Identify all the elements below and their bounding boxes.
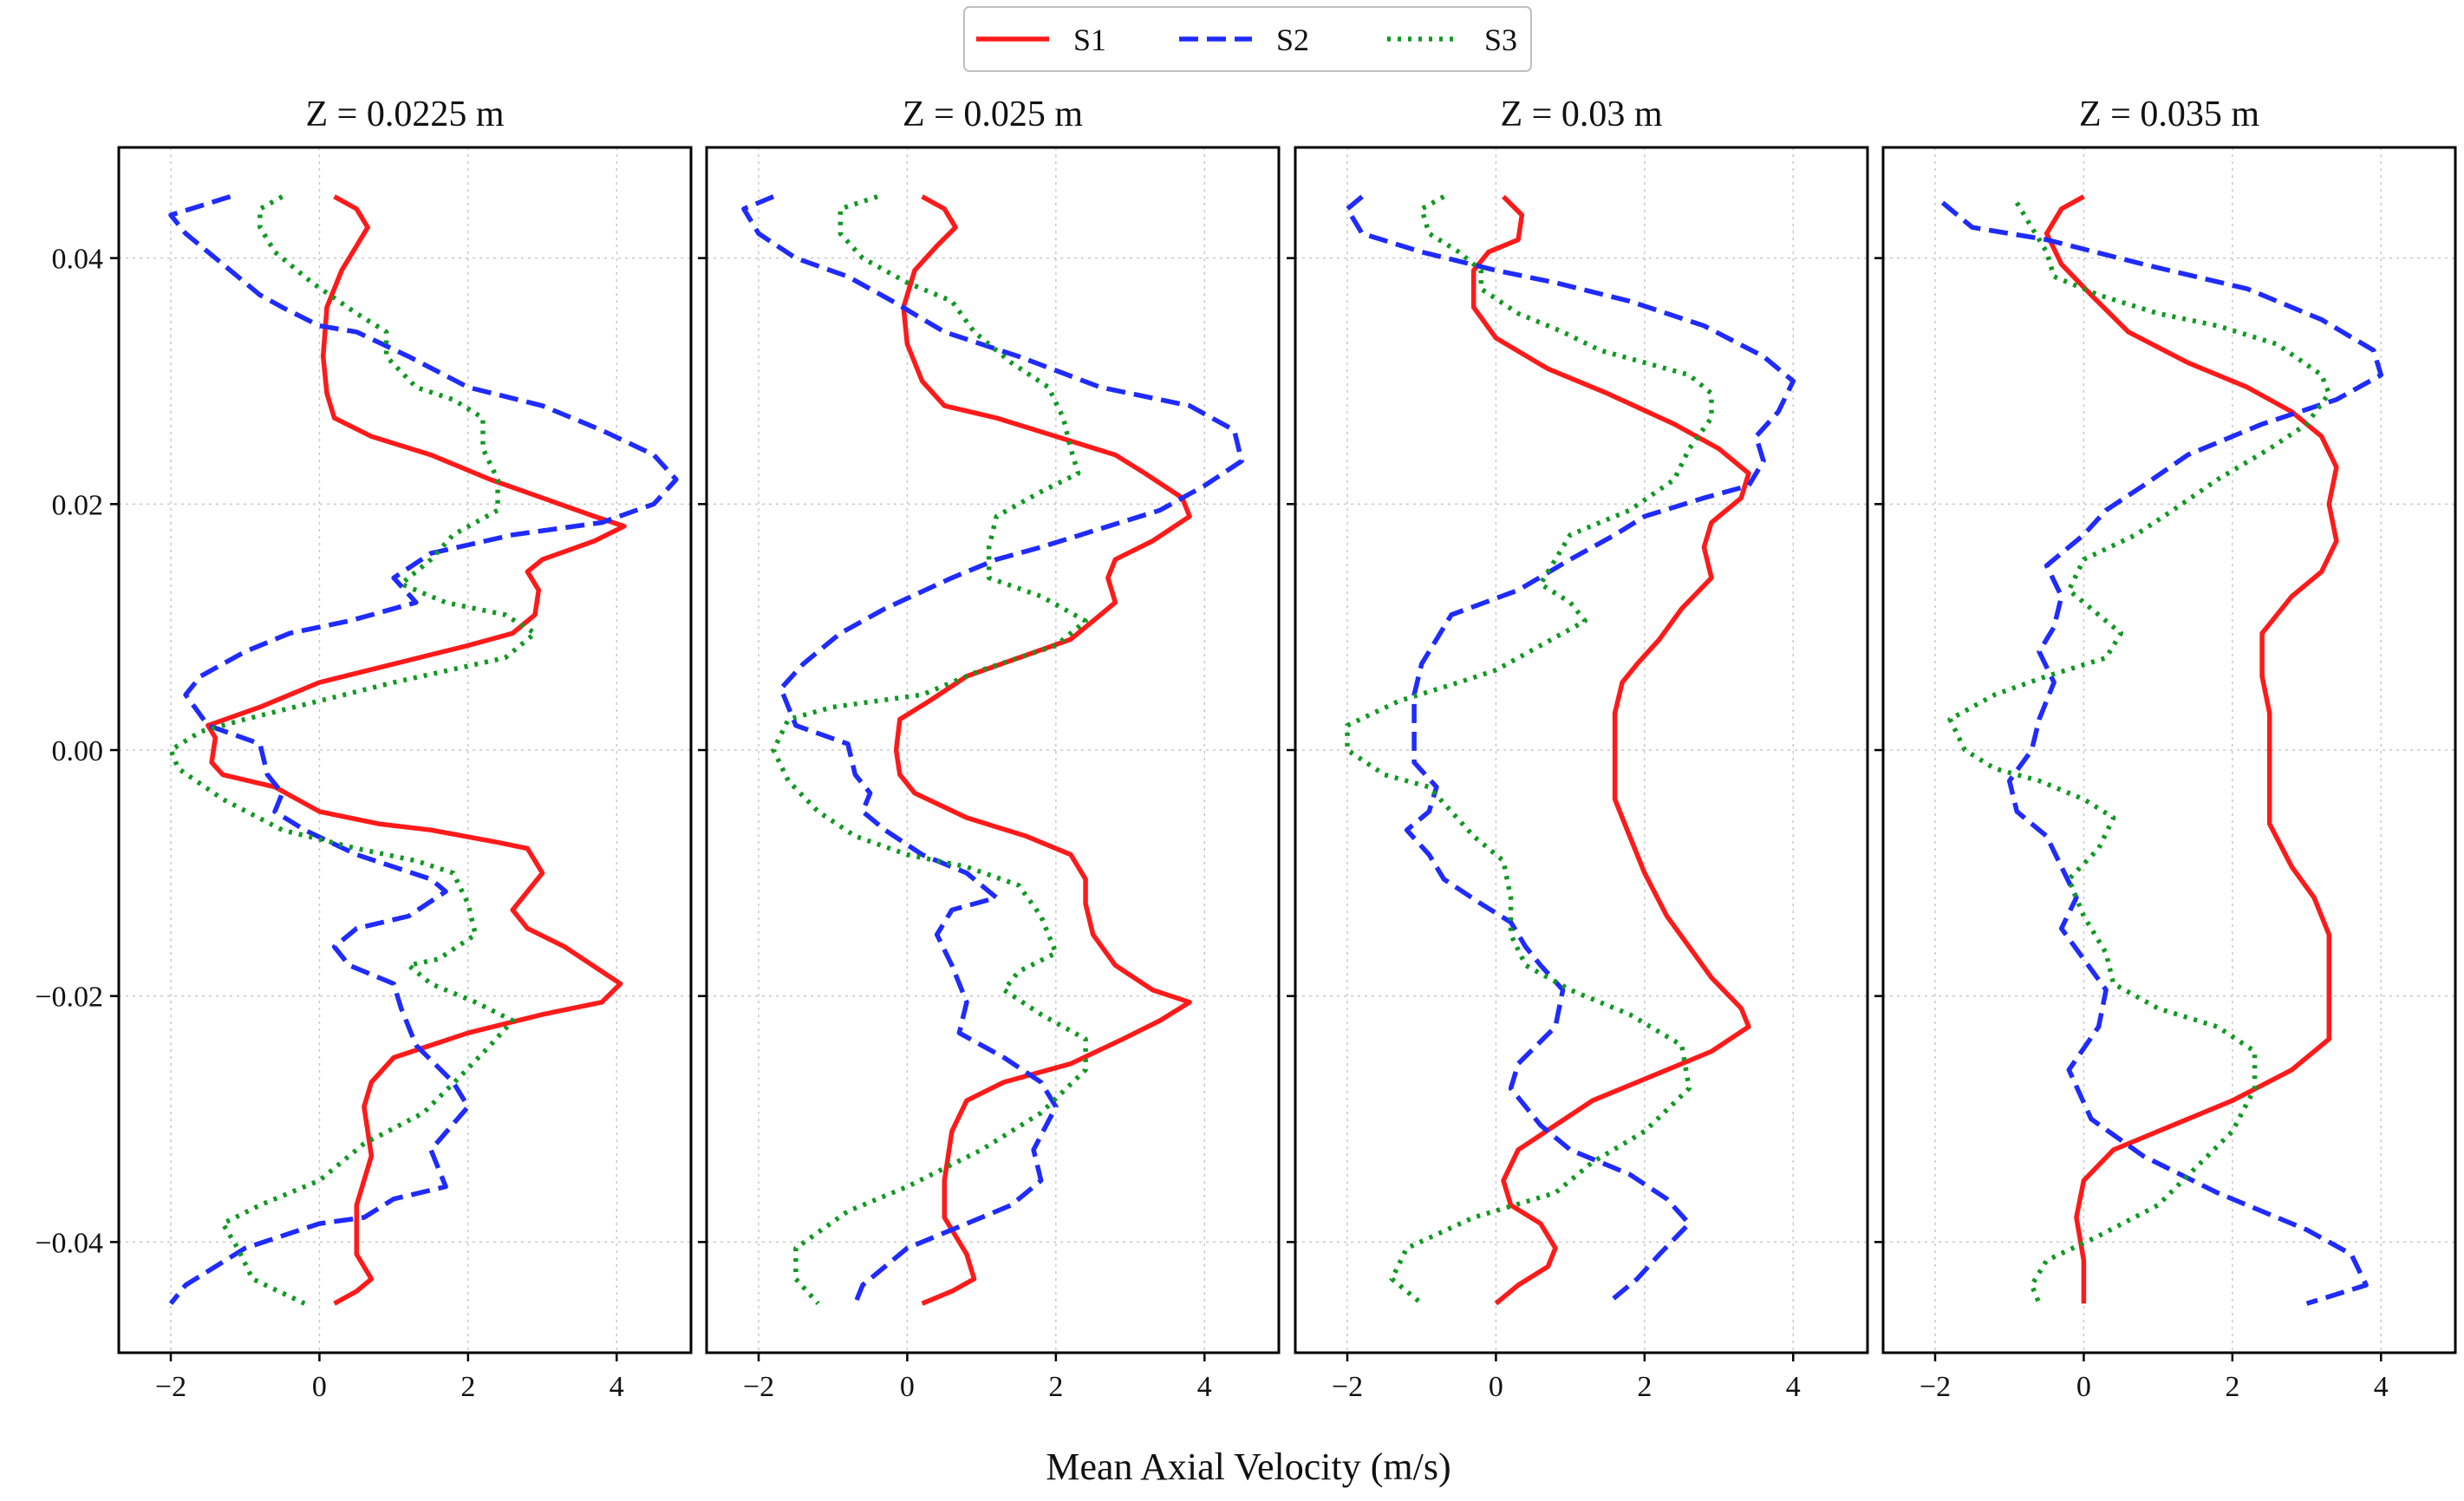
series-s1-line <box>893 194 1192 1306</box>
legend-label-s2: S2 <box>1276 23 1309 57</box>
series-s2-line <box>168 194 679 1306</box>
panel-title: Z = 0.0225 m <box>305 95 504 134</box>
series-s1-line <box>1470 194 1751 1306</box>
x-tick-label: 0 <box>900 1371 915 1403</box>
panel-title: Z = 0.03 m <box>1500 95 1662 134</box>
x-tick-label: 0 <box>2076 1371 2091 1403</box>
y-tick-label: −0.04 <box>35 1227 103 1259</box>
panel-title: Z = 0.025 m <box>903 95 1083 134</box>
x-tick-label: 0 <box>1489 1371 1503 1403</box>
y-tick-label: 0.04 <box>52 244 104 276</box>
x-tick-label: 4 <box>2374 1371 2389 1403</box>
legend: S1 S2 S3 <box>963 6 1532 72</box>
x-tick-label: 0 <box>312 1371 327 1403</box>
x-tick-label: 4 <box>1197 1371 1212 1403</box>
series-s3-line <box>1947 201 2332 1305</box>
x-tick-label: −2 <box>155 1371 186 1403</box>
legend-label-s3: S3 <box>1484 23 1517 57</box>
series-s2-line <box>1345 194 1796 1306</box>
x-tick-label: 2 <box>460 1371 475 1403</box>
series-s2-line <box>741 194 1244 1305</box>
x-axis-label: Mean Axial Velocity (m/s) <box>1046 1446 1450 1488</box>
panels: Z = 0.0225 m−2 0 2 40.040.020.00−0.02−0.04Z… <box>35 95 2457 1403</box>
series-s1-line <box>2044 194 2339 1304</box>
x-tick-label: 2 <box>1048 1371 1063 1403</box>
panel-title: Z = 0.035 m <box>2079 95 2259 134</box>
y-tick-label: 0.02 <box>52 489 104 521</box>
legend-label-s1: S1 <box>1073 23 1106 57</box>
y-tick-label: 0.00 <box>52 735 104 767</box>
x-tick-label: 2 <box>2225 1371 2239 1403</box>
x-tick-label: −2 <box>1332 1371 1363 1403</box>
series-s1-line <box>205 194 627 1306</box>
panel-2: Z = 0.025 m −2 0 2 4 <box>698 95 1281 1403</box>
x-tick-label: 4 <box>609 1371 624 1403</box>
panel-4: Z = 0.035 m −2 0 2 4 <box>1874 95 2457 1403</box>
x-tick-label: −2 <box>743 1371 774 1403</box>
panel-1: Z = 0.0225 m −2 0 2 4 0.04 0.02 0.00 −0.02 −0.04 <box>35 95 693 1403</box>
panel-3: Z = 0.03 m −2 0 2 4 <box>1287 95 1869 1403</box>
x-tick-label: −2 <box>1920 1371 1951 1403</box>
x-tick-label: 2 <box>1637 1371 1652 1403</box>
series-s2-line <box>1940 200 2384 1306</box>
x-tick-label: 4 <box>1786 1371 1801 1403</box>
y-tick-label: −0.02 <box>35 982 103 1014</box>
